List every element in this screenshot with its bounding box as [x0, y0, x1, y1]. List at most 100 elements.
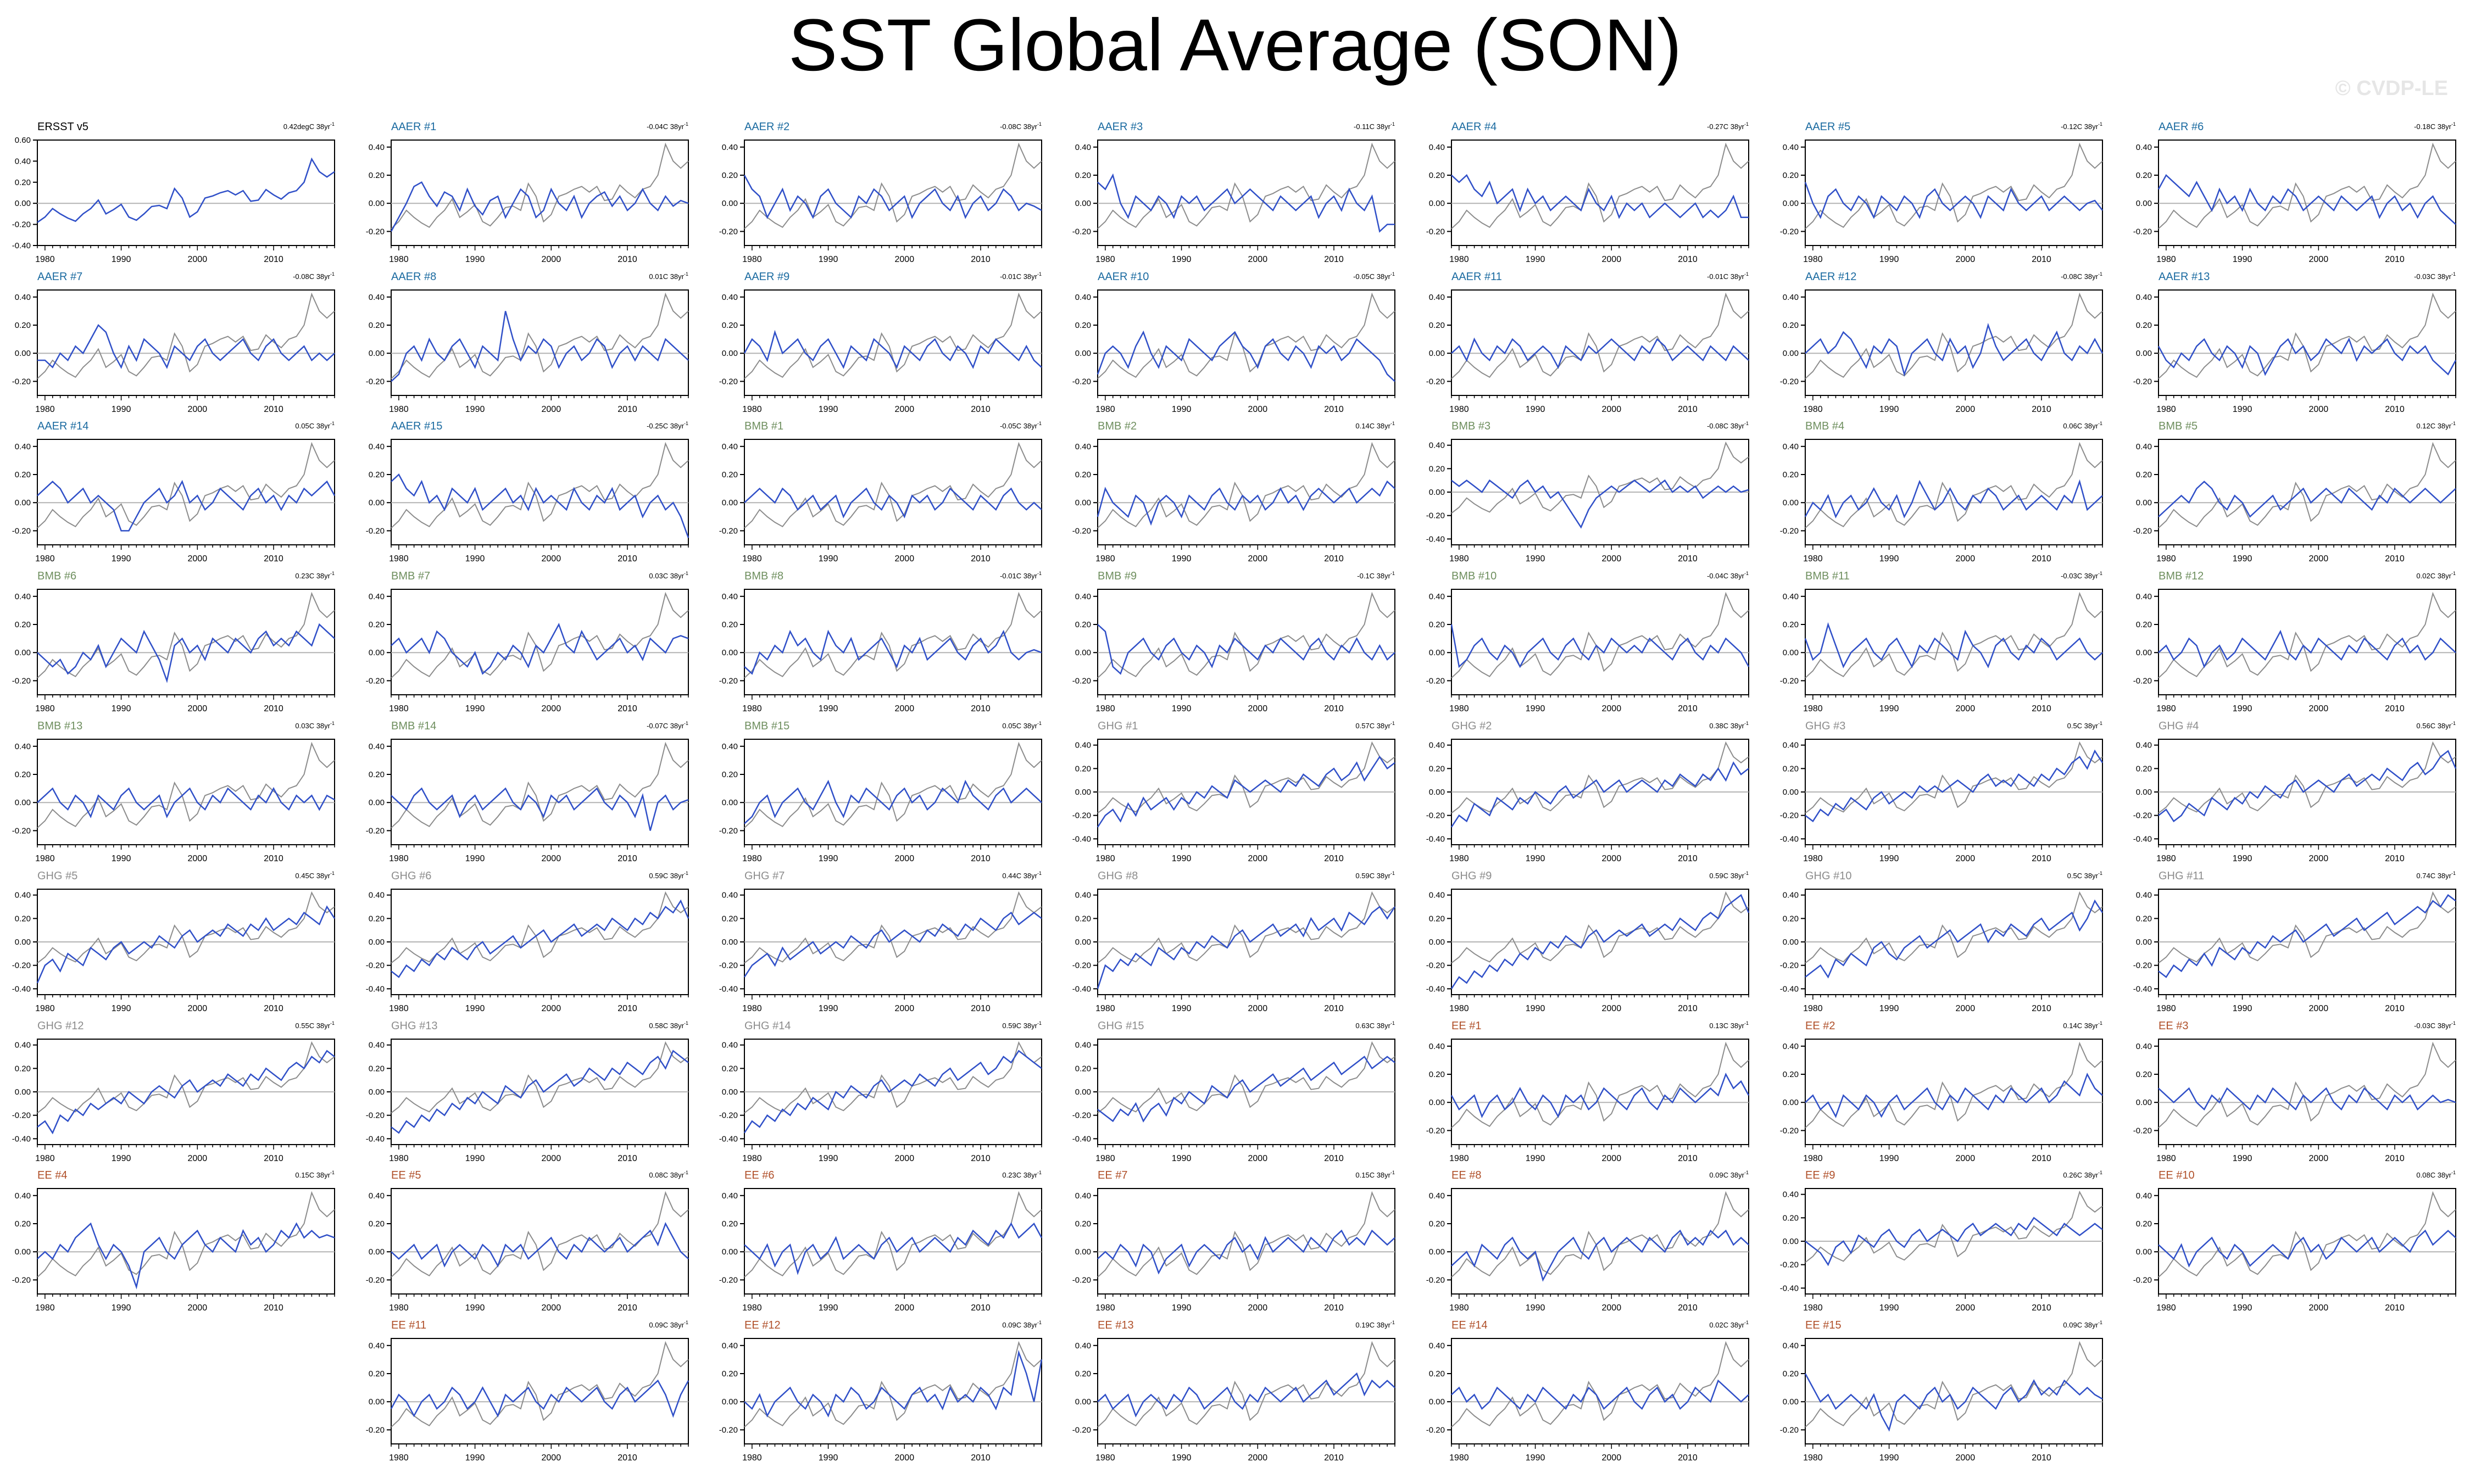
x-tick-label: 2000: [188, 554, 208, 564]
y-tick-label: -0.20: [1072, 1111, 1091, 1120]
y-tick-label: -0.20: [1780, 811, 1799, 821]
y-tick-label: 0.20: [2136, 470, 2152, 479]
member-series-line: [1804, 182, 2103, 219]
y-tick-label: -0.20: [12, 526, 31, 535]
observed-series-line: [1097, 442, 1395, 529]
y-tick-label: 0.00: [15, 199, 31, 208]
panel-frame: [391, 289, 689, 396]
y-tick-label: 0.40: [1783, 741, 1799, 750]
y-tick-label: -0.20: [1426, 811, 1445, 821]
x-tick-label: 1980: [389, 255, 409, 264]
x-tick-label: 1980: [1095, 554, 1115, 564]
x-tick-label: 1990: [1879, 1303, 1899, 1313]
y-tick-label: 0.20: [369, 470, 385, 479]
x-tick-label: 1990: [1526, 704, 1545, 713]
panel-frame: [1805, 589, 2103, 695]
observed-series-line: [744, 1041, 1042, 1114]
trend-label: 0.02C 38yr-1: [2416, 571, 2456, 580]
y-tick-label: -0.20: [1780, 377, 1799, 386]
y-tick-label: 0.00: [1075, 938, 1091, 947]
x-tick-label: 2000: [2309, 405, 2329, 414]
y-tick-label: 0.40: [722, 891, 738, 900]
x-tick-label: 1990: [1879, 554, 1899, 564]
y-tick-label: 0.00: [1783, 1098, 1799, 1107]
x-tick-label: 2000: [188, 1004, 208, 1013]
panel-ghg-5: 0.40 0.20 0.00 -0.20 -0.40 1980 1990 2000 2010 GH…: [12, 870, 336, 1013]
panel-ee-14: 0.40 0.20 0.00 -0.20 1980 1990 2000 2010 EE #14 0…: [1426, 1319, 1749, 1463]
y-tick-label: 0.40: [2136, 442, 2152, 451]
member-series-line: [391, 1050, 689, 1134]
x-tick-label: 1990: [1526, 255, 1545, 264]
member-series-line: [1451, 1379, 1749, 1410]
observed-series-line: [1451, 441, 1749, 514]
observed-series-line: [391, 1191, 689, 1278]
panel-label: AAER #9: [744, 271, 789, 283]
x-tick-label: 2010: [971, 554, 991, 564]
y-tick-label: -0.40: [12, 241, 31, 250]
x-tick-label: 1990: [819, 1303, 838, 1313]
panel-ee-12: 0.40 0.20 0.00 -0.20 1980 1990 2000 2010 EE #12 0…: [719, 1319, 1043, 1463]
y-tick-label: -0.20: [1072, 227, 1091, 236]
x-tick-label: 2000: [542, 554, 561, 564]
member-series-line: [1097, 173, 1395, 233]
y-tick-label: 0.40: [1783, 293, 1799, 302]
panel-bmb-15: 0.40 0.20 0.00 -0.20 1980 1990 2000 2010 BMB #15…: [719, 720, 1042, 863]
panel-ee-4: 0.40 0.20 0.00 -0.20 1980 1990 2000 2010 EE #4 0.…: [12, 1169, 335, 1313]
x-tick-label: 1990: [112, 704, 131, 713]
observed-series-line: [1805, 142, 2103, 230]
member-series-line: [2158, 481, 2456, 518]
panel-ee-6: 0.40 0.20 0.00 -0.20 1980 1990 2000 2010 EE #6 0.…: [719, 1169, 1043, 1313]
y-tick-label: 0.00: [1783, 648, 1799, 657]
x-tick-label: 1990: [1526, 1303, 1545, 1313]
panel-frame: [1097, 439, 1395, 545]
y-tick-label: 0.40: [15, 157, 31, 166]
trend-label: 0.5C 38yr-1: [2067, 721, 2102, 730]
y-tick-label: 0.20: [1783, 1070, 1799, 1079]
x-tick-label: 2010: [1324, 255, 1344, 264]
panel-label: BMB #5: [2159, 420, 2198, 432]
panel-ghg-9: 0.40 0.20 0.00 -0.20 -0.40 1980 1990 2000 2010 GH…: [1426, 870, 1750, 1013]
panel-ghg-7: 0.40 0.20 0.00 -0.20 -0.40 1980 1990 2000 2010 GH…: [719, 870, 1042, 1013]
x-tick-label: 2000: [1602, 704, 1622, 713]
observed-series-line: [1097, 1041, 1395, 1114]
x-tick-label: 1980: [1095, 1303, 1115, 1313]
member-series-line: [1805, 1072, 2103, 1118]
y-tick-label: 0.20: [722, 171, 738, 180]
x-tick-label: 1980: [35, 554, 55, 564]
x-tick-label: 2000: [1602, 1303, 1622, 1313]
x-tick-label: 1980: [1095, 1004, 1115, 1013]
member-series-line: [1097, 480, 1395, 526]
y-tick-label: -0.20: [12, 961, 31, 970]
x-tick-label: 1980: [742, 405, 762, 414]
panel-label: AAER #1: [391, 121, 436, 133]
x-tick-label: 1990: [112, 854, 131, 863]
y-tick-label: 0.40: [1783, 1042, 1799, 1051]
panel-label: BMB #2: [1098, 420, 1137, 432]
x-tick-label: 2000: [542, 1154, 561, 1163]
x-tick-label: 2000: [2309, 1004, 2329, 1013]
observed-series-line: [1097, 1341, 1395, 1428]
y-tick-label: -0.20: [1072, 1425, 1091, 1435]
panel-label: GHG #4: [2159, 720, 2199, 732]
y-tick-label: -0.20: [1780, 1126, 1799, 1135]
y-tick-label: 0.00: [2136, 1098, 2152, 1107]
panel-ee-15: 0.40 0.20 0.00 -0.20 1980 1990 2000 2010 EE #15 0…: [1780, 1319, 2103, 1463]
panel-aaer-4: 0.40 0.20 0.00 -0.20 1980 1990 2000 2010 AAER #4…: [1426, 121, 1749, 264]
x-tick-label: 2000: [188, 854, 208, 863]
panel-aaer-2: 0.40 0.20 0.00 -0.20 1980 1990 2000 2010 AAER #2…: [719, 121, 1042, 264]
observed-series-line: [37, 157, 335, 223]
panel-label: AAER #10: [1098, 271, 1149, 283]
x-tick-label: 2010: [1324, 1154, 1344, 1163]
panel-frame: [1451, 589, 1749, 695]
x-tick-label: 1990: [819, 854, 838, 863]
panel-label: BMB #10: [1451, 570, 1497, 582]
y-tick-label: -0.40: [1426, 984, 1445, 994]
x-tick-label: 1990: [2233, 554, 2252, 564]
x-tick-label: 2010: [264, 1004, 283, 1013]
y-tick-label: 0.00: [2136, 648, 2152, 657]
y-tick-label: 0.20: [15, 1064, 31, 1073]
y-tick-label: -0.20: [1072, 961, 1091, 970]
y-tick-label: 0.20: [1783, 764, 1799, 773]
panel-label: EE #7: [1098, 1169, 1127, 1181]
